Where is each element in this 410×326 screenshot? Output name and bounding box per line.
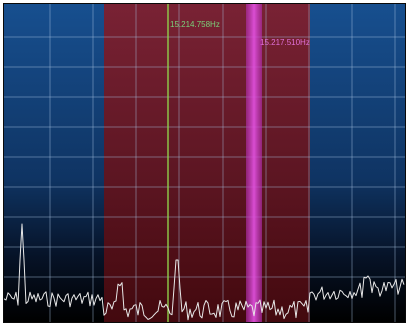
marker-frequency-label-1: 15.214.758Hz (170, 20, 220, 29)
passband-filter[interactable] (104, 4, 310, 322)
spectrum-plot[interactable]: 15.214.758Hz 15.217.510Hz (4, 4, 405, 322)
tune-band-marker[interactable] (246, 4, 262, 322)
spectrum-display[interactable]: 15.214.758Hz 15.217.510Hz (3, 3, 406, 323)
marker-frequency-label-2: 15.217.510Hz (260, 38, 310, 47)
grid-lines (4, 4, 405, 322)
spectrum-trace (4, 223, 405, 321)
